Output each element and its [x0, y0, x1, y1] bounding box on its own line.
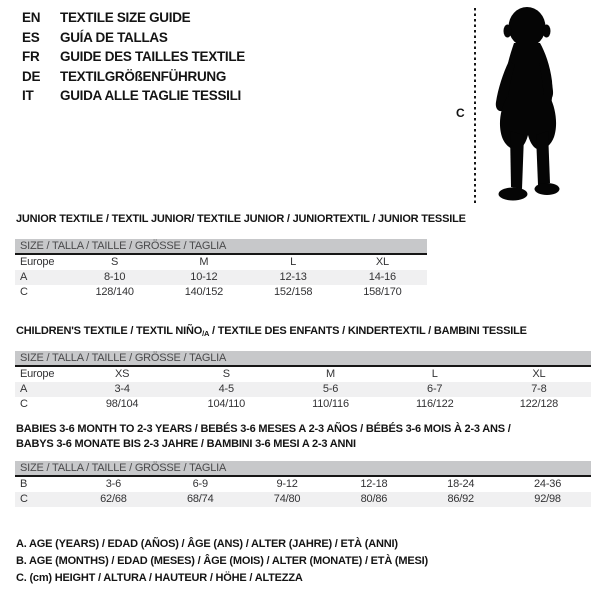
children-title-part: / TEXTILE DES ENFANTS / KINDERTEXTIL / B…: [209, 325, 527, 337]
table-cell: 6-9: [192, 478, 209, 490]
row-label: B: [20, 478, 28, 490]
language-row: EN TEXTILE SIZE GUIDE: [22, 8, 245, 28]
table-cell: 152/158: [273, 286, 313, 298]
junior-size-table: SIZE / TALLA / TAILLE / GRÖSSE / TAGLIA …: [15, 239, 427, 300]
language-title: TEXTILE SIZE GUIDE: [60, 10, 191, 25]
row-label: C: [20, 493, 28, 505]
table-cell: 8-10: [104, 271, 126, 283]
size-header-bar: SIZE / TALLA / TAILLE / GRÖSSE / TAGLIA: [15, 239, 427, 255]
footnote-a: A. AGE (YEARS) / EDAD (AÑOS) / ÂGE (ANS)…: [16, 538, 398, 550]
table-cell: 74/80: [273, 493, 301, 505]
junior-table-title: JUNIOR TEXTILE / TEXTIL JUNIOR/ TEXTILE …: [16, 213, 466, 225]
height-measure-label: C: [456, 106, 465, 120]
babies-table-title: BABIES 3-6 MONTH TO 2-3 YEARS / BEBÉS 3-…: [16, 422, 511, 452]
table-cell: XS: [114, 368, 130, 380]
language-code: IT: [22, 88, 34, 103]
table-cell: 12-13: [279, 271, 307, 283]
babies-size-table: SIZE / TALLA / TAILLE / GRÖSSE / TAGLIA …: [15, 461, 591, 507]
table-cell: 158/170: [363, 286, 402, 298]
size-header-bar: SIZE / TALLA / TAILLE / GRÖSSE / TAGLIA: [15, 351, 591, 367]
language-code: EN: [22, 10, 41, 25]
table-cell: 86/92: [447, 493, 474, 505]
table-cell: 80/86: [360, 493, 388, 505]
language-row: IT GUIDA ALLE TAGLIE TESSILI: [22, 86, 245, 106]
table-row: A 8-10 10-12 12-13 14-16: [15, 270, 427, 285]
table-cell: 68/74: [186, 493, 214, 505]
row-label: Europe: [20, 368, 55, 380]
table-row: C 62/68 68/74 74/80 80/86 86/92 92/98: [15, 492, 591, 507]
table-cell: 140/152: [184, 286, 224, 298]
row-label: A: [20, 271, 28, 283]
row-label: C: [20, 398, 28, 410]
table-cell: 6-7: [427, 383, 443, 395]
table-row: A 3-4 4-5 5-6 6-7 7-8: [15, 382, 591, 397]
language-row: DE TEXTILGRÖßENFÜHRUNG: [22, 67, 245, 87]
babies-title-line1: BABIES 3-6 MONTH TO 2-3 YEARS / BEBÉS 3-…: [16, 423, 511, 435]
table-cell: 9-12: [276, 478, 298, 490]
table-cell: L: [431, 368, 438, 380]
language-row: FR GUIDE DES TAILLES TEXTILE: [22, 47, 245, 67]
children-table-title: CHILDREN'S TEXTILE / TEXTIL NIÑO/A / TEX…: [16, 324, 527, 341]
table-cell: 14-16: [368, 271, 396, 283]
language-title: GUÍA DE TALLAS: [60, 29, 168, 45]
row-label: A: [20, 383, 28, 395]
footnote-b: B. AGE (MONTHS) / EDAD (MESES) / ÂGE (MO…: [16, 555, 428, 567]
table-cell: 7-8: [531, 383, 547, 395]
toddler-silhouette-icon: [495, 7, 560, 201]
children-title-part: CHILDREN'S TEXTILE / TEXTIL NIÑO: [16, 325, 203, 337]
table-cell: 3-4: [114, 383, 130, 395]
language-code: DE: [22, 68, 41, 84]
table-cell: 3-6: [105, 478, 122, 490]
table-cell: 4-5: [218, 383, 235, 395]
height-measure-dashed-line: [474, 8, 476, 206]
row-label: C: [20, 286, 28, 298]
footnote-list: A. AGE (YEARS) / EDAD (AÑOS) / ÂGE (ANS)…: [16, 536, 428, 587]
table-cell: 5-6: [322, 383, 339, 395]
table-cell: 12-18: [360, 478, 388, 490]
table-cell: M: [199, 256, 209, 268]
table-cell: 18-24: [447, 478, 475, 490]
language-title: TEXTILGRÖßENFÜHRUNG: [60, 68, 227, 84]
children-title-subscript: /A: [202, 329, 210, 338]
language-title-list: EN TEXTILE SIZE GUIDE ES GUÍA DE TALLAS …: [22, 8, 245, 106]
table-cell: M: [326, 368, 335, 380]
language-title: GUIDE DES TAILLES TEXTILE: [60, 49, 246, 64]
table-row: C 98/104 104/110 110/116 116/122 122/128: [15, 397, 591, 412]
footnote-c: C. (cm) HEIGHT / ALTURA / HAUTEUR / HÖHE…: [16, 572, 303, 584]
language-title: GUIDA ALLE TAGLIE TESSILI: [60, 88, 241, 103]
language-row: ES GUÍA DE TALLAS: [22, 28, 245, 48]
size-header-bar: SIZE / TALLA / TAILLE / GRÖSSE / TAGLIA: [15, 461, 591, 477]
table-cell: S: [222, 368, 230, 380]
children-size-table: SIZE / TALLA / TAILLE / GRÖSSE / TAGLIA …: [15, 351, 591, 412]
table-cell: 104/110: [207, 398, 246, 410]
table-cell: 62/68: [100, 493, 127, 505]
table-row: C 128/140 140/152 152/158 158/170: [15, 285, 427, 300]
table-cell: S: [111, 256, 119, 268]
table-cell: 98/104: [105, 398, 139, 410]
table-cell: XL: [532, 368, 546, 380]
table-cell: 128/140: [95, 286, 134, 298]
row-label: Europe: [20, 256, 55, 268]
table-cell: 122/128: [519, 398, 559, 410]
table-cell: 92/98: [534, 493, 561, 505]
table-cell: XL: [375, 256, 389, 268]
table-cell: L: [290, 256, 297, 268]
table-row: B 3-6 6-9 9-12 12-18 18-24 24-36: [15, 477, 591, 492]
table-cell: 10-12: [190, 271, 218, 283]
table-cell: 110/116: [312, 398, 349, 410]
babies-title-line2: BABYS 3-6 MONATE BIS 2-3 JAHRE / BAMBINI…: [16, 438, 356, 450]
table-row: Europe XS S M L XL: [15, 367, 591, 382]
language-code: ES: [22, 29, 40, 45]
table-cell: 24-36: [533, 478, 562, 490]
table-row: Europe S M L XL: [15, 255, 427, 270]
language-code: FR: [22, 49, 40, 64]
table-cell: 116/122: [415, 398, 454, 410]
